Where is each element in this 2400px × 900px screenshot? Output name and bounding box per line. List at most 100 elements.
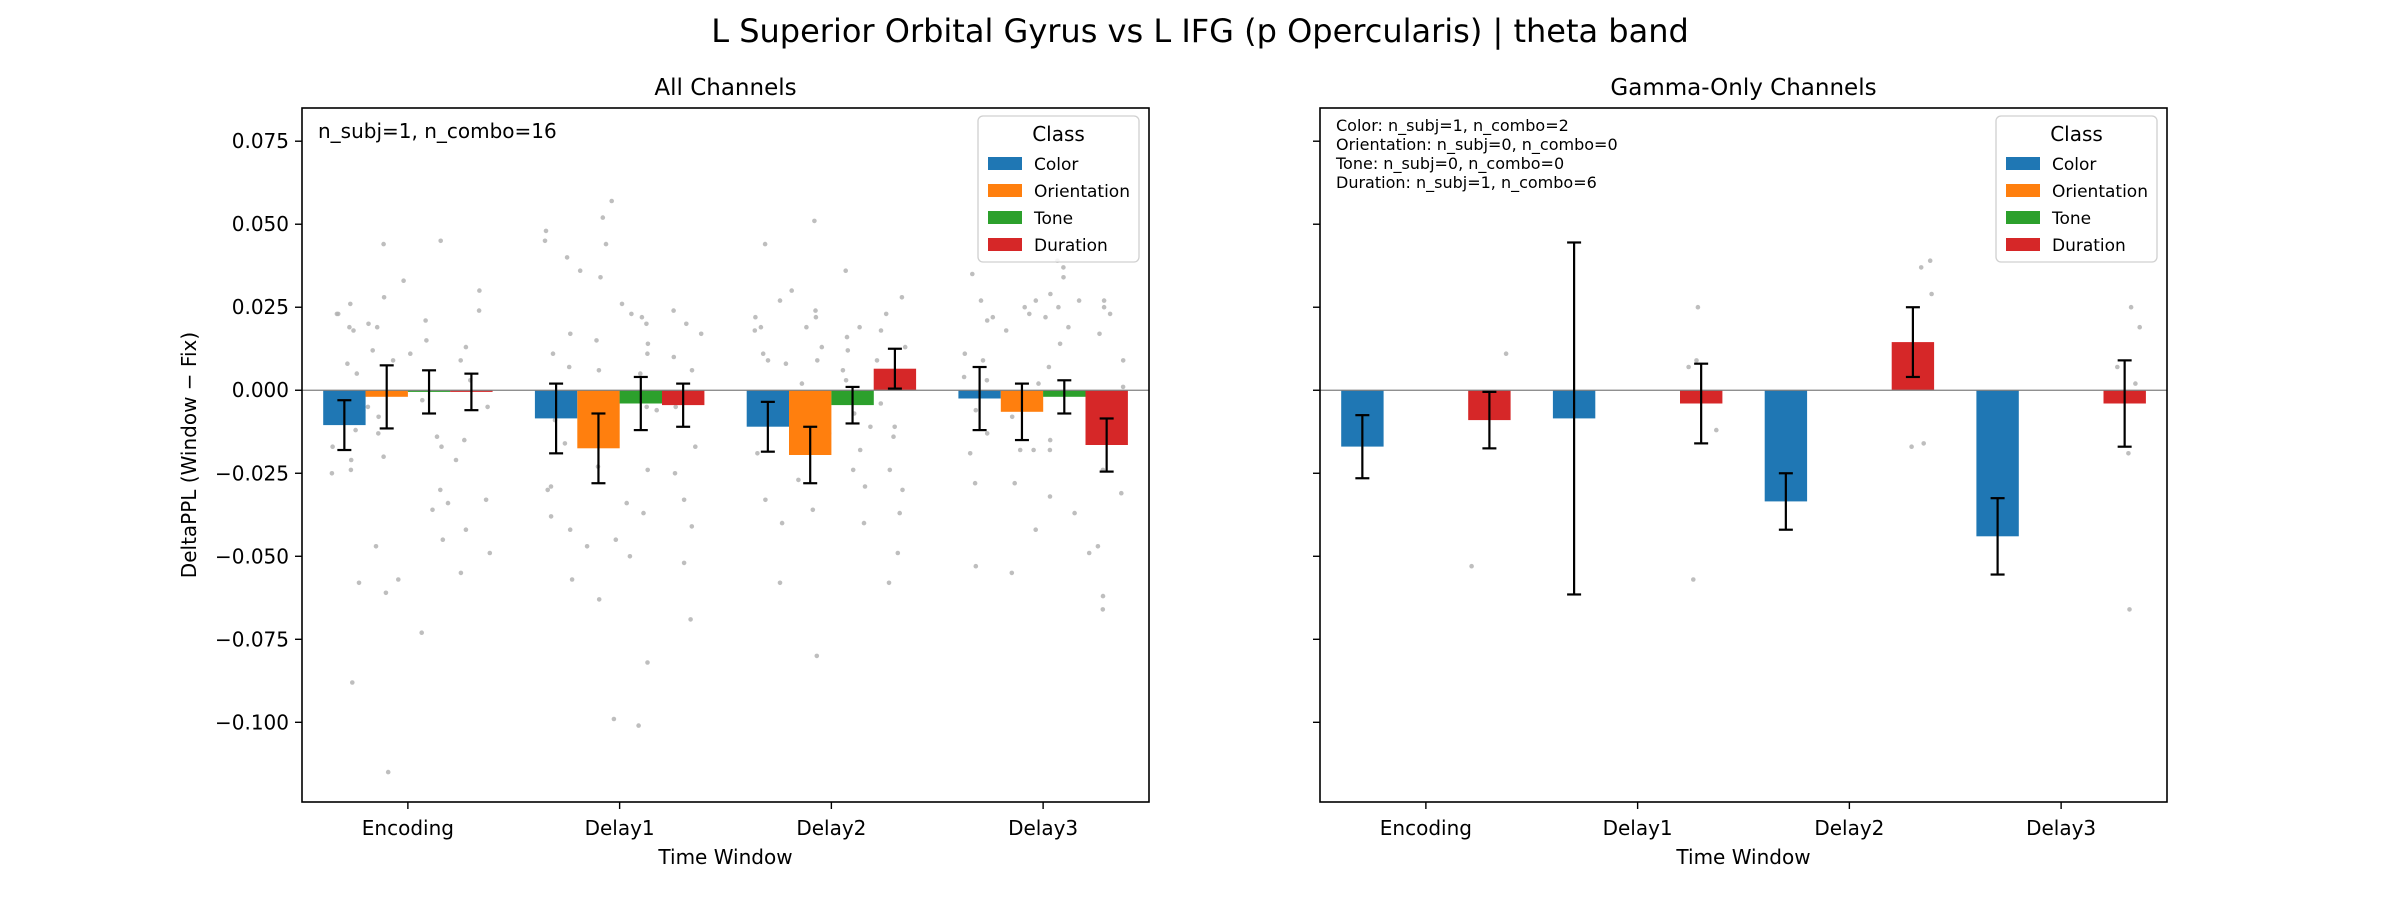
scatter-point	[641, 510, 646, 516]
scatter-point	[2126, 451, 2131, 456]
scatter-point	[1107, 311, 1113, 317]
error-bar	[845, 385, 860, 425]
error-bar	[1482, 390, 1497, 450]
scatter-point	[550, 351, 556, 357]
scatter-point	[347, 324, 352, 330]
x-tick-label: Encoding	[362, 816, 454, 840]
scatter-point	[1003, 328, 1009, 333]
legend-swatch	[988, 211, 1022, 224]
scatter-point	[487, 550, 493, 556]
scatter-point	[1047, 447, 1053, 453]
scatter-point	[1097, 331, 1102, 337]
scatter-point	[645, 467, 650, 473]
scatter-point	[1921, 441, 1926, 446]
scatter-point	[689, 368, 695, 373]
y-tick-label: −0.100	[215, 710, 289, 734]
scatter-point	[548, 484, 554, 489]
legend-entry: Orientation	[1034, 182, 1130, 202]
scatter-point	[1036, 381, 1041, 386]
scatter-point	[779, 520, 785, 526]
scatter-point	[1057, 341, 1063, 347]
scatter-point	[857, 447, 863, 453]
scatter-point	[878, 401, 884, 406]
scatter-point	[1061, 275, 1066, 280]
scatter-point	[636, 723, 641, 728]
legend-entry: Tone	[1033, 209, 1073, 229]
scatter-point	[542, 238, 548, 244]
scatter-point	[789, 288, 794, 293]
scatter-point	[1086, 550, 1092, 556]
scatter-point	[799, 381, 805, 386]
scatter-point	[477, 288, 482, 293]
scatter-point	[1033, 527, 1038, 532]
x-tick-label: Delay1	[585, 816, 655, 840]
scatter-point	[644, 404, 649, 410]
x-tick-label: Encoding	[1380, 816, 1472, 840]
scatter-point	[1017, 447, 1023, 453]
scatter-point	[814, 653, 820, 659]
scatter-point	[1046, 364, 1052, 370]
scatter-point	[463, 344, 469, 350]
scatter-point	[1043, 314, 1048, 320]
scatter-point	[693, 444, 698, 450]
scatter-point	[1022, 304, 1027, 310]
scatter-point	[1929, 291, 1934, 297]
annotation-text: Orientation: n_subj=0, n_combo=0	[1336, 135, 1618, 155]
scatter-point	[1119, 490, 1124, 496]
scatter-point	[886, 580, 892, 586]
scatter-point	[353, 427, 358, 433]
error-bar	[2117, 359, 2132, 448]
scatter-point	[596, 368, 602, 373]
error-bar	[379, 364, 394, 430]
scatter-point	[883, 311, 889, 317]
scatter-point	[961, 374, 967, 380]
scatter-point	[548, 514, 554, 519]
scatter-point	[577, 268, 583, 274]
error-bar	[633, 375, 648, 432]
scatter-point	[600, 215, 606, 220]
scatter-point	[671, 308, 676, 313]
error-bar	[1694, 362, 1709, 445]
legend-entry: Duration	[2052, 236, 2126, 256]
scatter-point	[755, 451, 760, 456]
error-bar	[549, 382, 564, 455]
chart-panel-2: Encoding Delay1 Delay2 Delay3 Gamma-Only Cha…	[1313, 75, 2168, 869]
scatter-point	[424, 338, 429, 343]
scatter-point	[381, 241, 386, 247]
scatter-point	[673, 404, 678, 410]
x-axis-label: Time Window	[1675, 845, 1810, 869]
x-tick-label: Delay2	[1814, 816, 1884, 840]
scatter-point	[1469, 563, 1474, 569]
scatter-point	[760, 351, 766, 357]
scatter-point	[1120, 384, 1126, 390]
scatter-point	[698, 331, 704, 337]
scatter-point	[753, 314, 758, 320]
y-tick-label: −0.025	[215, 461, 289, 485]
scatter-point	[356, 580, 362, 586]
scatter-point	[611, 716, 617, 722]
scatter-point	[629, 311, 634, 317]
scatter-point	[440, 537, 446, 542]
scatter-point	[812, 218, 817, 224]
scatter-point	[970, 271, 975, 277]
scatter-point	[862, 484, 868, 489]
legend-box	[977, 115, 1140, 263]
scatter-point	[434, 434, 440, 440]
scatter-point	[973, 563, 979, 569]
legend-entry: Color	[2052, 155, 2096, 175]
legend-entry: Orientation	[2052, 182, 2148, 202]
legend-entry: Duration	[1034, 236, 1108, 256]
scatter-point	[350, 680, 355, 685]
error-bar	[1990, 497, 2005, 576]
annotation-text: Duration: n_subj=1, n_combo=6	[1336, 173, 1597, 193]
error-bar	[760, 400, 775, 453]
scatter-point	[765, 358, 771, 363]
scatter-point	[819, 344, 825, 350]
y-tick-label: 0.025	[232, 295, 289, 319]
scatter-point	[564, 255, 570, 260]
legend-swatch	[2006, 238, 2040, 251]
legend-swatch	[988, 184, 1022, 197]
scatter-point	[899, 295, 905, 300]
scatter-point	[627, 554, 633, 559]
scatter-point	[345, 361, 350, 367]
